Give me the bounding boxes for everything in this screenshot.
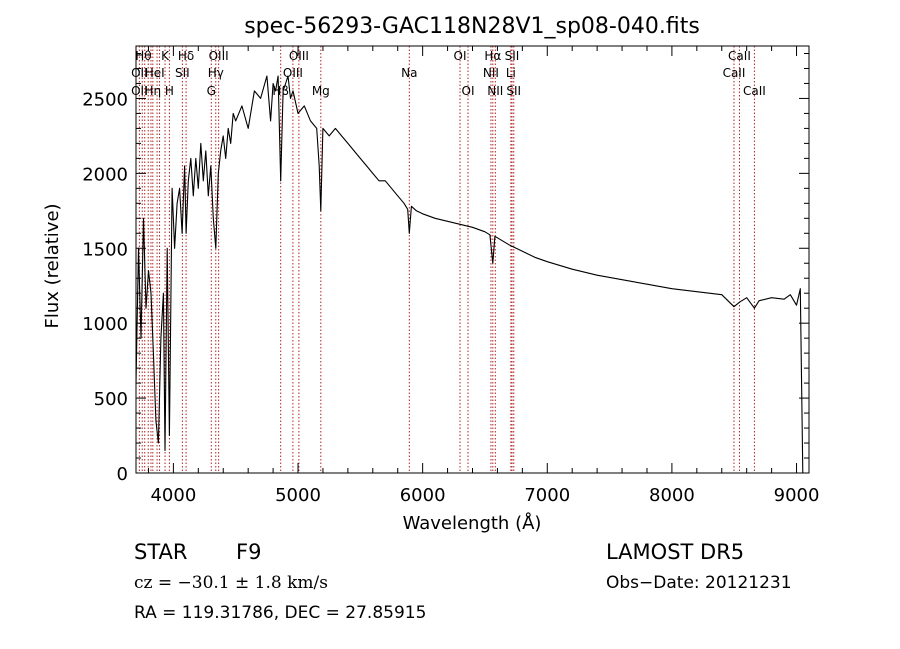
spectral-line-label: OIII bbox=[209, 49, 229, 63]
spectral-line-label: Hγ bbox=[208, 66, 224, 80]
redshift-text: cz = −30.1 ± 1.8 km/s bbox=[134, 573, 328, 593]
spectral-line-label: Hα bbox=[484, 49, 501, 63]
y-tick-label: 500 bbox=[94, 389, 128, 410]
spectral-line-label: NII bbox=[487, 84, 503, 98]
spectral-line-label: Li bbox=[506, 66, 516, 80]
spectral-line-label: Hθ bbox=[135, 49, 151, 63]
chart-title: spec-56293-GAC118N28V1_sp08-040.fits bbox=[244, 14, 700, 39]
spectral-line-label: H bbox=[165, 84, 174, 98]
x-tick-label: 4000 bbox=[150, 485, 196, 506]
plot-frame bbox=[135, 45, 810, 474]
spectral-line-label: Na bbox=[401, 66, 417, 80]
spectral-line-label: Hβ bbox=[272, 84, 289, 98]
spectral-line-label: OI bbox=[454, 49, 467, 63]
y-axis-label: Flux (relative) bbox=[42, 203, 63, 328]
spectral-line-label: K bbox=[161, 49, 170, 63]
spectral-line-label: OII bbox=[131, 84, 148, 98]
x-tick-label: 7000 bbox=[524, 485, 570, 506]
spectral-line-label: CaII bbox=[728, 49, 751, 63]
spectral-line-label: HeI bbox=[145, 66, 165, 80]
spectral-line-label: OII bbox=[131, 66, 148, 80]
spectral-line-label: SII bbox=[506, 84, 521, 98]
spectrum-line bbox=[135, 75, 804, 474]
spectral-line-label: NII bbox=[483, 66, 499, 80]
spectral-line-label: OIII bbox=[283, 66, 303, 80]
object-class: STAR bbox=[134, 540, 188, 564]
spectral-line-label: CaII bbox=[723, 66, 746, 80]
y-tick-label: 1500 bbox=[82, 239, 128, 260]
obs-date: Obs−Date: 20121231 bbox=[606, 573, 792, 593]
x-tick-label: 5000 bbox=[275, 485, 321, 506]
y-tick-label: 2000 bbox=[82, 164, 128, 185]
x-tick-label: 9000 bbox=[774, 485, 820, 506]
spectral-line-label: Hδ bbox=[178, 49, 194, 63]
y-tick-label: 1000 bbox=[82, 314, 128, 335]
spectrum-series bbox=[135, 75, 804, 474]
y-tick-label: 0 bbox=[117, 464, 128, 485]
spectral-line-label: G bbox=[207, 84, 216, 98]
spectral-line-label: OIII bbox=[289, 49, 309, 63]
coordinates: RA = 119.31786, DEC = 27.85915 bbox=[134, 603, 427, 623]
spectral-line-label: Mg bbox=[312, 84, 330, 98]
x-axis-label: Wavelength (Å) bbox=[403, 512, 542, 534]
y-axis: 0 500 1000 1500 2000 2500 bbox=[82, 52, 809, 485]
x-axis: 4000 5000 6000 7000 8000 9000 bbox=[147, 46, 820, 506]
spectral-line-label: SII bbox=[505, 49, 520, 63]
spectral-line-label: OI bbox=[462, 84, 475, 98]
x-tick-label: 6000 bbox=[400, 485, 446, 506]
y-tick-label: 2500 bbox=[82, 89, 128, 110]
spectral-line-label: CaII bbox=[743, 84, 766, 98]
object-subclass: F9 bbox=[236, 540, 262, 564]
spectral-line-label: SII bbox=[175, 66, 190, 80]
survey-name: LAMOST DR5 bbox=[606, 540, 745, 564]
x-tick-label: 8000 bbox=[649, 485, 695, 506]
spectral-line-label: Hη bbox=[145, 84, 162, 98]
